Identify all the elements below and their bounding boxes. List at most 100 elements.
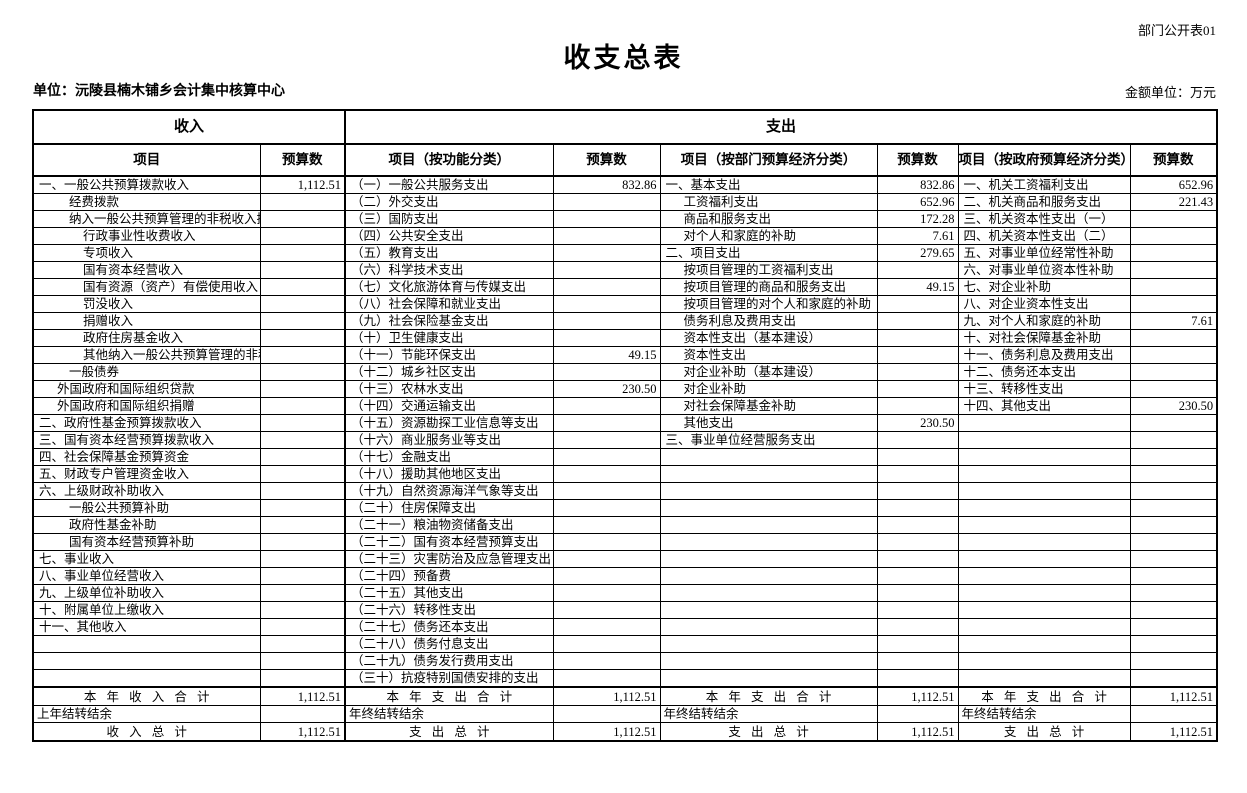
- item-cell: 政府性基金补助: [32, 516, 261, 534]
- totals-row: 收 入 总 计 1,112.51 支 出 总 计 1,112.51 支 出 总 计 1,1…: [32, 722, 1218, 742]
- budget-value-cell: [259, 244, 347, 262]
- amount-unit-label: 金额单位：万元: [1124, 85, 1216, 100]
- budget-value-cell: 1,112.51: [259, 175, 347, 194]
- item-cell: [957, 567, 1131, 585]
- budget-value-cell: [552, 669, 661, 688]
- budget-value-cell: [876, 431, 959, 449]
- budget-value-cell: [259, 363, 347, 381]
- unit-label: 单位：沅陵县楠木铺乡会计集中核算中心: [33, 84, 285, 99]
- col-header-dept-econ-item: 项目（按部门预算经济分类）: [659, 143, 878, 177]
- item-cell: 三、国有资本经营预算拨款收入: [32, 431, 261, 449]
- item-cell: （十二）城乡社区支出: [344, 363, 554, 381]
- budget-value-cell: [1129, 414, 1218, 432]
- item-cell: （十五）资源勘探工业信息等支出: [344, 414, 554, 432]
- budget-value-cell: [1129, 244, 1218, 262]
- item-cell: 经费拨款: [32, 193, 261, 211]
- item-cell: [957, 448, 1131, 466]
- budget-value-cell: [552, 550, 661, 568]
- body-row: 七、事业收入 （二十三）灾害防治及应急管理支出: [32, 550, 1218, 568]
- item-cell: （四）公共安全支出: [344, 227, 554, 245]
- body-row: 四、社会保障基金预算资金 （十七）金融支出: [32, 448, 1218, 466]
- budget-value-cell: [876, 516, 959, 534]
- item-cell: 按项目管理的商品和服务支出: [659, 278, 878, 296]
- item-cell: [957, 601, 1131, 619]
- item-cell: [659, 516, 878, 534]
- item-cell: 资本性支出（基本建设）: [659, 329, 878, 347]
- budget-value-cell: 832.86: [552, 175, 661, 194]
- item-cell: 对企业补助: [659, 380, 878, 398]
- item-cell: [659, 635, 878, 653]
- item-cell: [957, 635, 1131, 653]
- item-cell: 外国政府和国际组织捐赠: [32, 397, 261, 415]
- item-cell: 七、事业收入: [32, 550, 261, 568]
- body-row: 罚没收入 （八）社会保障和就业支出 按项目管理的对个人和家庭的补助 八、对企业资本性支…: [32, 295, 1218, 313]
- item-cell: 本 年 支 出 合 计: [344, 686, 554, 706]
- item-cell: [957, 584, 1131, 602]
- budget-value-cell: [876, 618, 959, 636]
- item-cell: 一般债券: [32, 363, 261, 381]
- body-row: 国有资本经营预算补助 （二十二）国有资本经营预算支出: [32, 533, 1218, 551]
- budget-value-cell: [1129, 669, 1218, 688]
- item-cell: 三、事业单位经营服务支出: [659, 431, 878, 449]
- item-cell: 十、附属单位上缴收入: [32, 601, 261, 619]
- budget-value-cell: [552, 705, 661, 723]
- item-cell: （十九）自然资源海洋气象等支出: [344, 482, 554, 500]
- budget-value-cell: [876, 669, 959, 688]
- budget-value-cell: [1129, 448, 1218, 466]
- col-header-dept-econ-budget: 预算数: [876, 143, 959, 177]
- budget-value-cell: [259, 193, 347, 211]
- item-cell: 支 出 总 计: [957, 722, 1131, 742]
- budget-value-cell: [1129, 652, 1218, 670]
- budget-value-cell: 221.43: [1129, 193, 1218, 211]
- item-cell: （二十四）预备费: [344, 567, 554, 585]
- item-cell: 三、机关资本性支出（一）: [957, 210, 1131, 228]
- budget-value-cell: [1129, 363, 1218, 381]
- item-cell: 其他纳入一般公共预算管理的非税收: [32, 346, 261, 364]
- col-header-income-budget: 预算数: [259, 143, 347, 177]
- item-cell: 五、财政专户管理资金收入: [32, 465, 261, 483]
- group-header-row: 收入 支出: [32, 109, 1218, 145]
- budget-value-cell: [1129, 431, 1218, 449]
- body-row: 国有资本经营收入 （六）科学技术支出 按项目管理的工资福利支出 六、对事业单位资本性补…: [32, 261, 1218, 279]
- item-cell: [957, 533, 1131, 551]
- budget-value-cell: [552, 482, 661, 500]
- budget-value-cell: [876, 465, 959, 483]
- budget-value-cell: [552, 414, 661, 432]
- budget-value-cell: [1129, 601, 1218, 619]
- item-cell: [32, 669, 261, 688]
- budget-value-cell: [1129, 635, 1218, 653]
- column-header-row: 项目 预算数 项目（按功能分类） 预算数 项目（按部门预算经济分类） 预算数 项…: [32, 143, 1218, 177]
- page-title: 收支总表: [563, 43, 684, 73]
- budget-value-cell: [259, 397, 347, 415]
- budget-value-cell: 172.28: [876, 210, 959, 228]
- item-cell: [957, 414, 1131, 432]
- item-cell: 年终结转结余: [344, 705, 554, 723]
- body-row: 政府住房基金收入 （十）卫生健康支出 资本性支出（基本建设） 十、对社会保障基金补助: [32, 329, 1218, 347]
- item-cell: 八、对企业资本性支出: [957, 295, 1131, 313]
- item-cell: [659, 533, 878, 551]
- budget-value-cell: 279.65: [876, 244, 959, 262]
- budget-value-cell: 1,112.51: [552, 722, 661, 742]
- item-cell: （一）一般公共服务支出: [344, 175, 554, 194]
- budget-value-cell: [1129, 295, 1218, 313]
- body-row: 国有资源（资产）有偿使用收入 （七）文化旅游体育与传媒支出 按项目管理的商品和服务支…: [32, 278, 1218, 296]
- item-cell: （十一）节能环保支出: [344, 346, 554, 364]
- item-cell: [957, 669, 1131, 688]
- item-cell: [659, 669, 878, 688]
- col-header-gov-econ-item: 项目（按政府预算经济分类）: [957, 143, 1131, 177]
- item-cell: 十四、其他支出: [957, 397, 1131, 415]
- item-cell: （二十）住房保障支出: [344, 499, 554, 517]
- item-cell: 上年结转结余: [32, 705, 261, 723]
- item-cell: 捐赠收入: [32, 312, 261, 330]
- item-cell: 国有资源（资产）有偿使用收入: [32, 278, 261, 296]
- budget-value-cell: [1129, 705, 1218, 723]
- budget-summary-table: 收入 支出 项目 预算数 项目（按功能分类） 预算数 项目（按部门预算经济分类）…: [32, 109, 1219, 742]
- item-cell: [957, 465, 1131, 483]
- budget-value-cell: [1129, 380, 1218, 398]
- item-cell: （八）社会保障和就业支出: [344, 295, 554, 313]
- item-cell: （十八）援助其他地区支出: [344, 465, 554, 483]
- body-row: 八、事业单位经营收入 （二十四）预备费: [32, 567, 1218, 585]
- budget-value-cell: [552, 601, 661, 619]
- budget-value-cell: [1129, 227, 1218, 245]
- budget-value-cell: [1129, 210, 1218, 228]
